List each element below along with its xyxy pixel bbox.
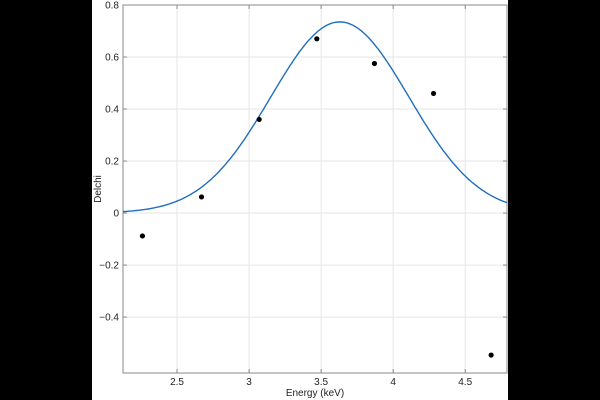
data-point xyxy=(488,352,494,358)
y-tick-label: −0.2 xyxy=(99,261,119,272)
x-tick-label: 4.5 xyxy=(458,377,472,388)
plot-frame xyxy=(122,4,508,374)
grid xyxy=(123,4,507,373)
x-axis-label: Energy (keV) xyxy=(286,388,344,399)
y-axis-label: Delchi xyxy=(93,175,104,203)
x-tick-label: 3 xyxy=(246,377,252,388)
figure-panel xyxy=(92,0,508,400)
data-point xyxy=(314,36,320,42)
y-tick-label: −0.4 xyxy=(99,313,119,324)
x-tick-label: 2.5 xyxy=(170,377,184,388)
y-tick-label: 0.6 xyxy=(105,53,119,64)
model-curve xyxy=(122,21,508,213)
data-point xyxy=(198,194,205,200)
data-point xyxy=(139,233,146,239)
data-point xyxy=(371,60,378,67)
y-tick-label: 0.8 xyxy=(105,1,119,12)
y-tick-label: 0.2 xyxy=(105,157,119,168)
x-tick-label: 4 xyxy=(390,377,396,388)
y-tick-label: 0 xyxy=(113,209,119,220)
y-tick-label: 0.4 xyxy=(105,105,119,116)
data-point xyxy=(430,90,437,97)
x-tick-label: 3.5 xyxy=(314,377,328,388)
data-point xyxy=(256,116,262,123)
